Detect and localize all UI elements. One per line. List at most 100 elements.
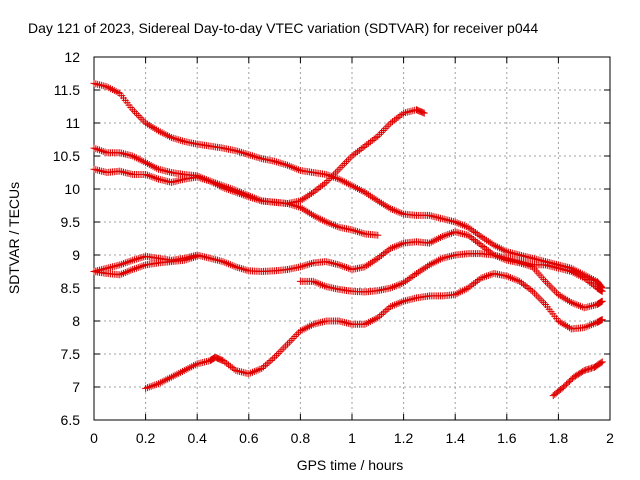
data-point — [248, 152, 256, 160]
series-s4 — [90, 228, 606, 312]
data-point — [131, 256, 139, 264]
data-point — [269, 355, 277, 363]
data-point — [138, 115, 146, 123]
data-point — [236, 264, 244, 272]
data-point — [324, 177, 332, 185]
data-point — [256, 154, 264, 162]
data-point — [549, 285, 557, 293]
data-point — [272, 351, 280, 359]
data-point — [132, 255, 140, 263]
y-tick-label: 6.5 — [61, 412, 81, 428]
data-point — [136, 254, 144, 262]
data-point — [579, 367, 587, 375]
data-point — [385, 121, 393, 129]
data-point — [377, 128, 385, 136]
data-point — [237, 148, 245, 156]
data-point — [540, 299, 548, 307]
y-tick-label: 12 — [64, 49, 80, 65]
data-point — [261, 361, 269, 369]
data-point — [271, 157, 279, 165]
data-point — [420, 109, 428, 117]
data-point — [598, 316, 606, 324]
data-point — [252, 153, 260, 161]
data-point — [598, 287, 606, 295]
data-point — [354, 228, 362, 236]
data-point — [291, 333, 299, 341]
data-point — [598, 358, 606, 366]
data-point — [239, 149, 247, 157]
y-tick-label: 8 — [72, 313, 80, 329]
data-point — [134, 111, 142, 119]
data-point — [547, 283, 555, 291]
data-point — [339, 161, 347, 169]
data-point — [376, 130, 384, 138]
data-point — [132, 110, 140, 118]
data-point — [551, 287, 559, 295]
data-point — [357, 229, 365, 237]
data-point — [553, 289, 561, 297]
data-point — [342, 158, 350, 166]
data-point — [307, 259, 315, 267]
x-tick-label: 1.2 — [394, 430, 414, 446]
x-axis-label: GPS time / hours — [297, 457, 404, 473]
y-tick-label: 10 — [64, 181, 80, 197]
data-point — [597, 359, 605, 367]
data-point — [136, 113, 144, 121]
y-tick-label: 7.5 — [61, 346, 81, 362]
data-point — [333, 167, 341, 175]
data-point — [263, 360, 271, 368]
data-point — [285, 338, 293, 346]
data-point — [278, 160, 286, 168]
data-point — [350, 226, 358, 234]
data-point — [131, 108, 139, 116]
data-point — [287, 336, 295, 344]
data-point — [247, 151, 255, 159]
series-s3 — [90, 106, 428, 208]
data-point — [193, 173, 201, 181]
data-point — [265, 358, 273, 366]
data-point — [284, 340, 291, 348]
data-point — [543, 279, 551, 287]
data-point — [377, 310, 385, 318]
y-tick-label: 7 — [72, 379, 80, 395]
data-point — [530, 289, 538, 297]
y-tick-label: 11 — [65, 115, 80, 131]
series-s5 — [90, 252, 201, 279]
data-point — [267, 357, 275, 365]
data-point — [545, 281, 553, 289]
data-marks — [90, 79, 606, 400]
x-tick-label: 0.2 — [136, 430, 156, 446]
x-tick-label: 0 — [90, 430, 98, 446]
data-point — [289, 334, 297, 342]
data-point — [241, 150, 249, 158]
data-point — [191, 253, 199, 261]
data-point — [298, 262, 306, 270]
data-point — [598, 297, 606, 305]
data-point — [337, 163, 345, 171]
y-axis-label: SDTVAR / TECUs — [6, 182, 22, 294]
data-point — [140, 117, 148, 125]
data-point — [173, 135, 181, 143]
x-tick-label: 1.6 — [497, 430, 517, 446]
x-tick-label: 1.4 — [445, 430, 465, 446]
data-point — [296, 263, 304, 271]
data-point — [379, 309, 387, 317]
data-point — [282, 342, 290, 350]
data-point — [254, 154, 262, 162]
data-point — [381, 307, 389, 315]
y-tick-label: 10.5 — [53, 148, 80, 164]
y-tick-label: 11.5 — [54, 82, 80, 98]
data-point — [383, 306, 391, 314]
data-point — [355, 228, 363, 236]
data-point — [381, 125, 389, 133]
data-point — [293, 331, 301, 339]
data-point — [278, 346, 286, 354]
data-point — [274, 350, 282, 358]
data-point — [335, 165, 343, 173]
data-point — [271, 353, 279, 361]
data-point — [232, 147, 240, 155]
x-tick-label: 0.6 — [239, 430, 259, 446]
x-tick-label: 0.4 — [187, 430, 207, 446]
data-point — [234, 147, 242, 155]
y-tick-label: 8.5 — [61, 280, 81, 296]
